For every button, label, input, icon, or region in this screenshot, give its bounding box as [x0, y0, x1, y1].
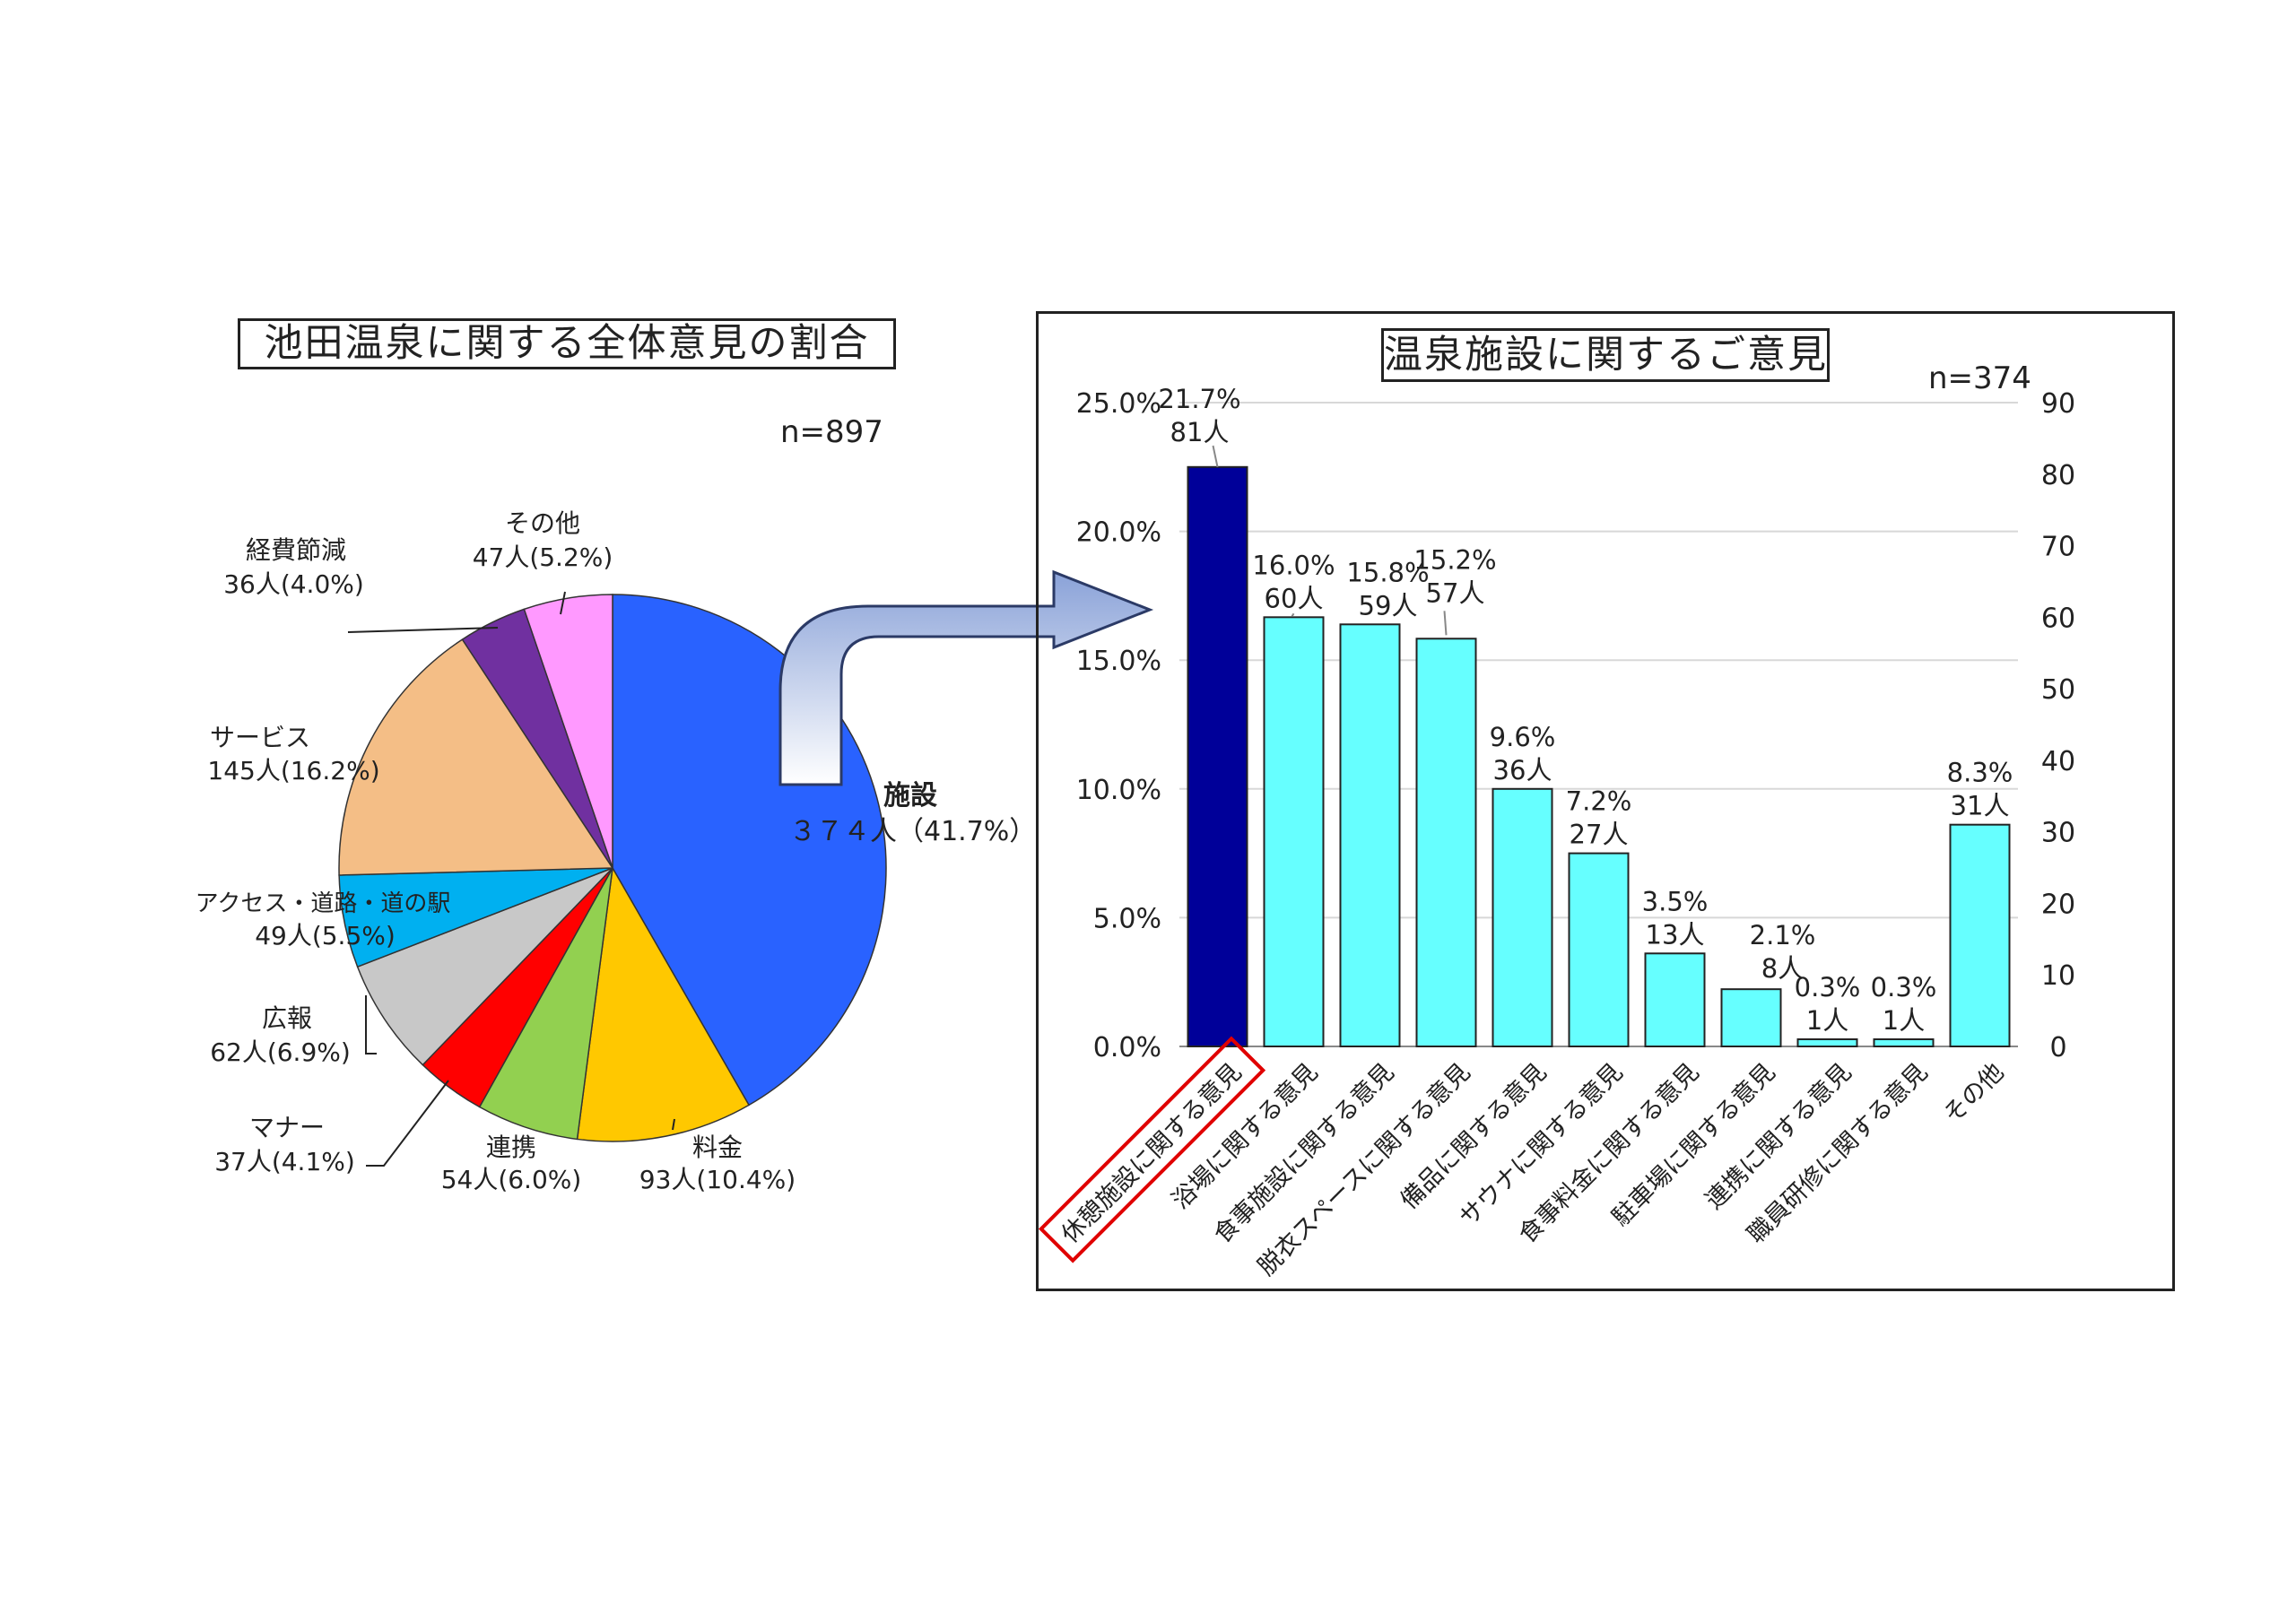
pie-chart — [338, 591, 887, 1167]
bar-9 — [1873, 1038, 1935, 1047]
pie-label-access-value: 49人(5.5%) — [255, 921, 396, 950]
bar-percent-label: 9.6% — [1490, 722, 1556, 752]
bar-percent-label: 0.3% — [1795, 972, 1861, 1002]
pie-label-fee-value: 93人(10.4%) — [639, 1165, 796, 1194]
pie-label-pr-value: 62人(6.9%) — [210, 1037, 351, 1067]
pie-label-cooperation-name: 連携 — [485, 1133, 536, 1162]
bar-6 — [1644, 952, 1706, 1047]
bar-percent-label: 8.3% — [1947, 758, 2013, 788]
pie-label-other-name: その他 — [504, 508, 580, 538]
bar-percent-label: 0.3% — [1871, 972, 1937, 1002]
bar-count-label: 1人 — [1883, 1005, 1925, 1036]
pie-slice-4 — [356, 867, 613, 1066]
bar-chart-panel — [1036, 311, 2175, 1291]
bar-count-label: 81人 — [1170, 417, 1230, 447]
bar-chart: 0.0% 5.0% 10.0% 15.0% 20.0% 25.0% 0 10 20 30 40 50… — [1038, 384, 2075, 1281]
right-axis-tick: 30 — [2041, 818, 2075, 849]
bar-percent-label: 15.8% — [1346, 557, 1429, 587]
pie-label-service-value: 145人(16.2%) — [207, 756, 380, 785]
left-axis-tick: 20.0% — [1076, 517, 1161, 549]
pie-label-fee-name: 料金 — [691, 1133, 743, 1162]
bar-count-label: 8人 — [1761, 953, 1804, 984]
right-axis-tick: 10 — [2041, 960, 2075, 992]
pie-chart-title: 池田温泉に関する全体意見の割合 — [238, 318, 896, 369]
left-axis-tick: 10.0% — [1076, 775, 1161, 806]
left-axis-tick: 5.0% — [1093, 903, 1161, 934]
transition-arrow — [778, 569, 1154, 786]
label-leader — [1291, 612, 1295, 617]
left-axis-tick: 0.0% — [1093, 1032, 1161, 1063]
pie-label-service-name: サービス — [209, 723, 310, 752]
bar-count-label: 59人 — [1359, 590, 1418, 621]
pie-label-facility-value: ３７４人（41.7%） — [789, 816, 1037, 847]
right-axis-tick: 80 — [2041, 460, 2075, 491]
bar-10 — [1949, 823, 2011, 1048]
right-axis-tick: 40 — [2041, 746, 2075, 777]
bar-count-label: 1人 — [1806, 1005, 1848, 1036]
bar-count-label: 57人 — [1426, 577, 1485, 608]
right-axis-tick: 50 — [2041, 674, 2075, 706]
bar-2 — [1339, 623, 1401, 1047]
pie-label-cost-name: 経費節減 — [245, 535, 346, 565]
pie-label-cooperation-value: 54人(6.0%) — [440, 1165, 582, 1194]
label-leader — [1212, 445, 1219, 468]
bar-0 — [1187, 465, 1248, 1048]
pie-slice-1 — [576, 865, 751, 1142]
pie-leader-lines — [347, 591, 675, 1167]
bar-8 — [1796, 1038, 1858, 1047]
bar-count-label: 36人 — [1493, 755, 1552, 785]
label-leader — [1443, 611, 1448, 636]
bar-7 — [1720, 988, 1782, 1048]
left-axis-tick: 15.0% — [1076, 646, 1161, 677]
pie-label-manners-value: 37人(4.1%) — [214, 1147, 355, 1176]
bar-3 — [1415, 638, 1477, 1047]
bar-category-label: 連携に関する意見 — [1700, 1058, 1857, 1215]
right-axis-tick: 90 — [2041, 388, 2075, 420]
bar-percent-label: 7.2% — [1566, 786, 1632, 817]
right-axis-tick: 20 — [2041, 889, 2075, 920]
bar-sample-size: n=374 — [1928, 360, 2031, 396]
bar-chart-title: 温泉施設に関するご意見 — [1381, 328, 1830, 382]
pie-label-cost-value: 36人(4.0%) — [223, 569, 364, 599]
bar-percent-label: 2.1% — [1750, 920, 1816, 950]
bar-category-label: その他 — [1938, 1058, 2009, 1129]
pie-slice-8 — [523, 594, 613, 869]
bar-count-label: 31人 — [1951, 791, 2010, 821]
bar-percent-label: 3.5% — [1642, 886, 1709, 916]
pie-label-facility-name: 施設 — [883, 780, 937, 812]
right-axis-tick: 70 — [2041, 532, 2075, 563]
pie-label-other-value: 47人(5.2%) — [472, 542, 613, 572]
bar-percent-label: 21.7% — [1158, 384, 1240, 414]
bar-category-label: 備品に関する意見 — [1396, 1058, 1552, 1215]
bar-1 — [1263, 616, 1325, 1047]
pie-sample-size: n=897 — [780, 414, 883, 450]
pie-label-pr-name: 広報 — [261, 1003, 312, 1033]
right-axis-tick: 60 — [2041, 603, 2075, 634]
bar-count-label: 60人 — [1265, 583, 1324, 613]
bar-count-label: 27人 — [1570, 820, 1629, 850]
bar-5 — [1568, 852, 1630, 1047]
bar-4 — [1492, 787, 1553, 1047]
bar-percent-label: 16.0% — [1252, 550, 1335, 580]
pie-label-access-name: アクセス・道路・道の駅 — [195, 890, 451, 917]
right-axis-tick: 0 — [2049, 1032, 2066, 1063]
bar-percent-label: 15.2% — [1413, 544, 1496, 575]
pie-slice-6 — [338, 638, 614, 876]
category-highlight-box — [1038, 1036, 1266, 1263]
bar-count-label: 13人 — [1646, 919, 1705, 950]
pie-label-manners-name: マナー — [248, 1113, 325, 1142]
left-axis-tick: 25.0% — [1076, 388, 1161, 420]
